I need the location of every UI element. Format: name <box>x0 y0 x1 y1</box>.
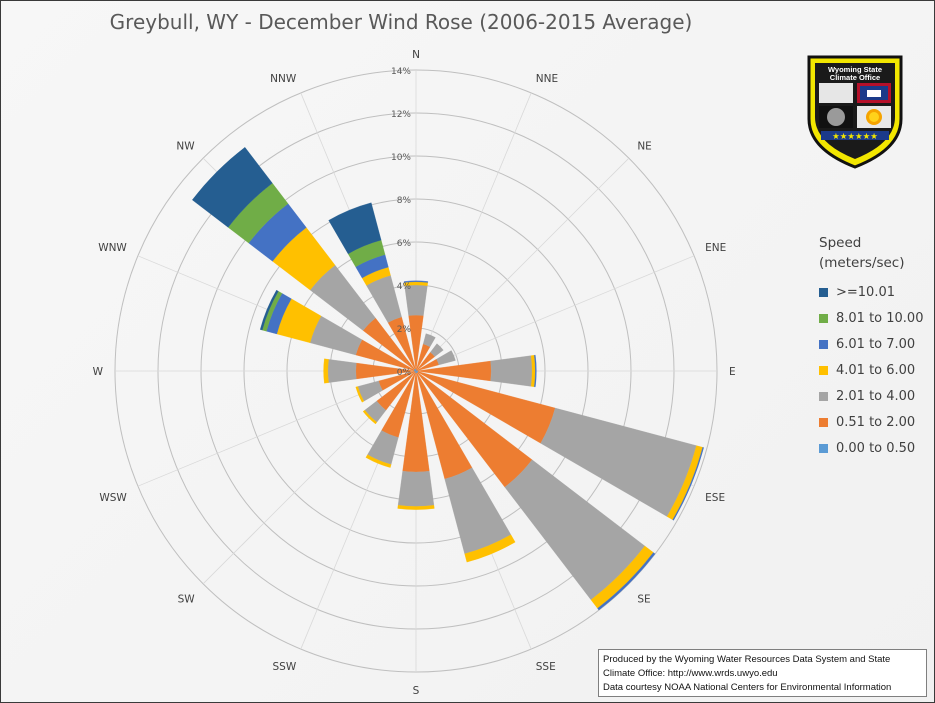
logo-weather-icon <box>819 83 853 103</box>
legend-item: 0.51 to 2.00 <box>819 409 934 435</box>
radial-tick-label: 6% <box>397 239 412 249</box>
radial-tick-label: 2% <box>397 325 412 335</box>
credit-line-1: Produced by the Wyoming Water Resources … <box>603 654 891 665</box>
direction-label-wsw: WSW <box>99 492 127 504</box>
legend-label: 0.00 to 0.50 <box>836 440 916 456</box>
legend-swatch <box>819 313 828 323</box>
direction-label-nne: NNE <box>536 73 558 85</box>
credit-box: Produced by the Wyoming Water Resources … <box>598 649 927 697</box>
radial-tick-label: 0% <box>397 368 412 378</box>
wedge-ssw-band-3 <box>365 454 392 468</box>
wedge-s-band-2 <box>397 470 435 507</box>
wedge-wsw-band-3 <box>355 386 365 403</box>
radial-tick-label: 8% <box>397 196 412 206</box>
legend-swatch <box>819 417 828 427</box>
legend-item: 6.01 to 7.00 <box>819 331 934 357</box>
wedge-nnw-band-6 <box>328 202 382 255</box>
wedge-sse-band-3 <box>464 534 516 563</box>
logo-stars-band <box>821 131 889 140</box>
wedge-n-band-4 <box>403 280 429 283</box>
wedge-se-band-4 <box>597 552 656 611</box>
legend-label: 0.51 to 2.00 <box>836 414 916 430</box>
legend-label: 8.01 to 10.00 <box>836 310 924 326</box>
legend-title-line-1: Speed <box>819 235 862 251</box>
direction-label-e: E <box>729 366 736 378</box>
radial-tick-label: 14% <box>391 67 411 77</box>
wedge-wnw-band-6 <box>259 289 279 331</box>
credit-line-3: Data courtesy NOAA National Centers for … <box>603 682 892 693</box>
direction-label-sw: SW <box>178 593 196 605</box>
legend-item: 4.01 to 6.00 <box>819 357 934 383</box>
legend-swatch <box>819 443 828 453</box>
radial-tick-label: 4% <box>397 282 412 292</box>
legend-item: 8.01 to 10.00 <box>819 305 934 331</box>
wedge-w-band-3 <box>323 358 329 384</box>
chart-title: Greybull, WY - December Wind Rose (2006-… <box>109 10 693 34</box>
direction-label-nw: NW <box>176 141 195 153</box>
direction-label-se: SE <box>637 593 650 605</box>
direction-label-ne: NE <box>637 141 652 153</box>
legend-items: >=10.01 8.01 to 10.00 6.01 to 7.00 4.01 to … <box>819 279 934 461</box>
wedge-w-band-2 <box>327 359 357 383</box>
legend-title: Speed (meters/sec) <box>819 233 934 273</box>
logo-text-line-1: Wyoming State <box>828 65 882 74</box>
wedge-s-band-3 <box>397 505 435 510</box>
spoke-ene <box>415 255 695 372</box>
radial-tick-label: 12% <box>391 110 411 120</box>
wedge-sw-band-3 <box>362 409 378 425</box>
direction-label-ssw: SSW <box>273 661 297 673</box>
legend-item: 2.01 to 4.00 <box>819 383 934 409</box>
direction-label-w: W <box>93 366 104 378</box>
legend-label: 4.01 to 6.00 <box>836 362 916 378</box>
wedge-nw-band-6 <box>192 147 273 228</box>
spoke-nne <box>415 92 532 372</box>
spoke-ne <box>415 157 630 372</box>
wedge-e-band-2 <box>490 355 533 387</box>
legend: Speed (meters/sec) >=10.01 8.01 to 10.00 6… <box>819 233 934 461</box>
legend-swatch <box>819 365 828 375</box>
logo-text-line-2: Climate Office <box>830 73 880 82</box>
direction-label-nnw: NNW <box>270 73 297 85</box>
wedge-ese-band-4 <box>672 447 704 521</box>
wedge-nne-band-2 <box>423 333 436 348</box>
legend-swatch <box>819 391 828 401</box>
legend-item: 0.00 to 0.50 <box>819 435 934 461</box>
direction-label-n: N <box>412 49 420 61</box>
wyoming-climate-office-logo: Wyoming State Climate Office ★★★★★★ <box>801 49 909 171</box>
legend-swatch <box>819 287 828 297</box>
direction-label-s: S <box>413 685 420 697</box>
legend-swatch <box>819 339 828 349</box>
legend-title-line-2: (meters/sec) <box>819 255 905 271</box>
legend-label: 2.01 to 4.00 <box>836 388 916 404</box>
svg-text:★★★★★★: ★★★★★★ <box>832 132 878 142</box>
legend-label: >=10.01 <box>836 284 896 300</box>
direction-label-ese: ESE <box>705 492 725 504</box>
wedge-e-band-4 <box>534 354 537 388</box>
legend-item: >=10.01 <box>819 279 934 305</box>
wedge-ene-band-2 <box>436 350 456 366</box>
direction-label-ene: ENE <box>705 242 726 254</box>
legend-label: 6.01 to 7.00 <box>836 336 916 352</box>
direction-label-sse: SSE <box>536 661 556 673</box>
wedge-ne-band-2 <box>430 343 444 357</box>
direction-label-wnw: WNW <box>98 242 127 254</box>
credit-line-2: Climate Office: http://www.wrds.uwyo.edu <box>603 668 778 679</box>
radial-tick-label: 10% <box>391 153 411 163</box>
